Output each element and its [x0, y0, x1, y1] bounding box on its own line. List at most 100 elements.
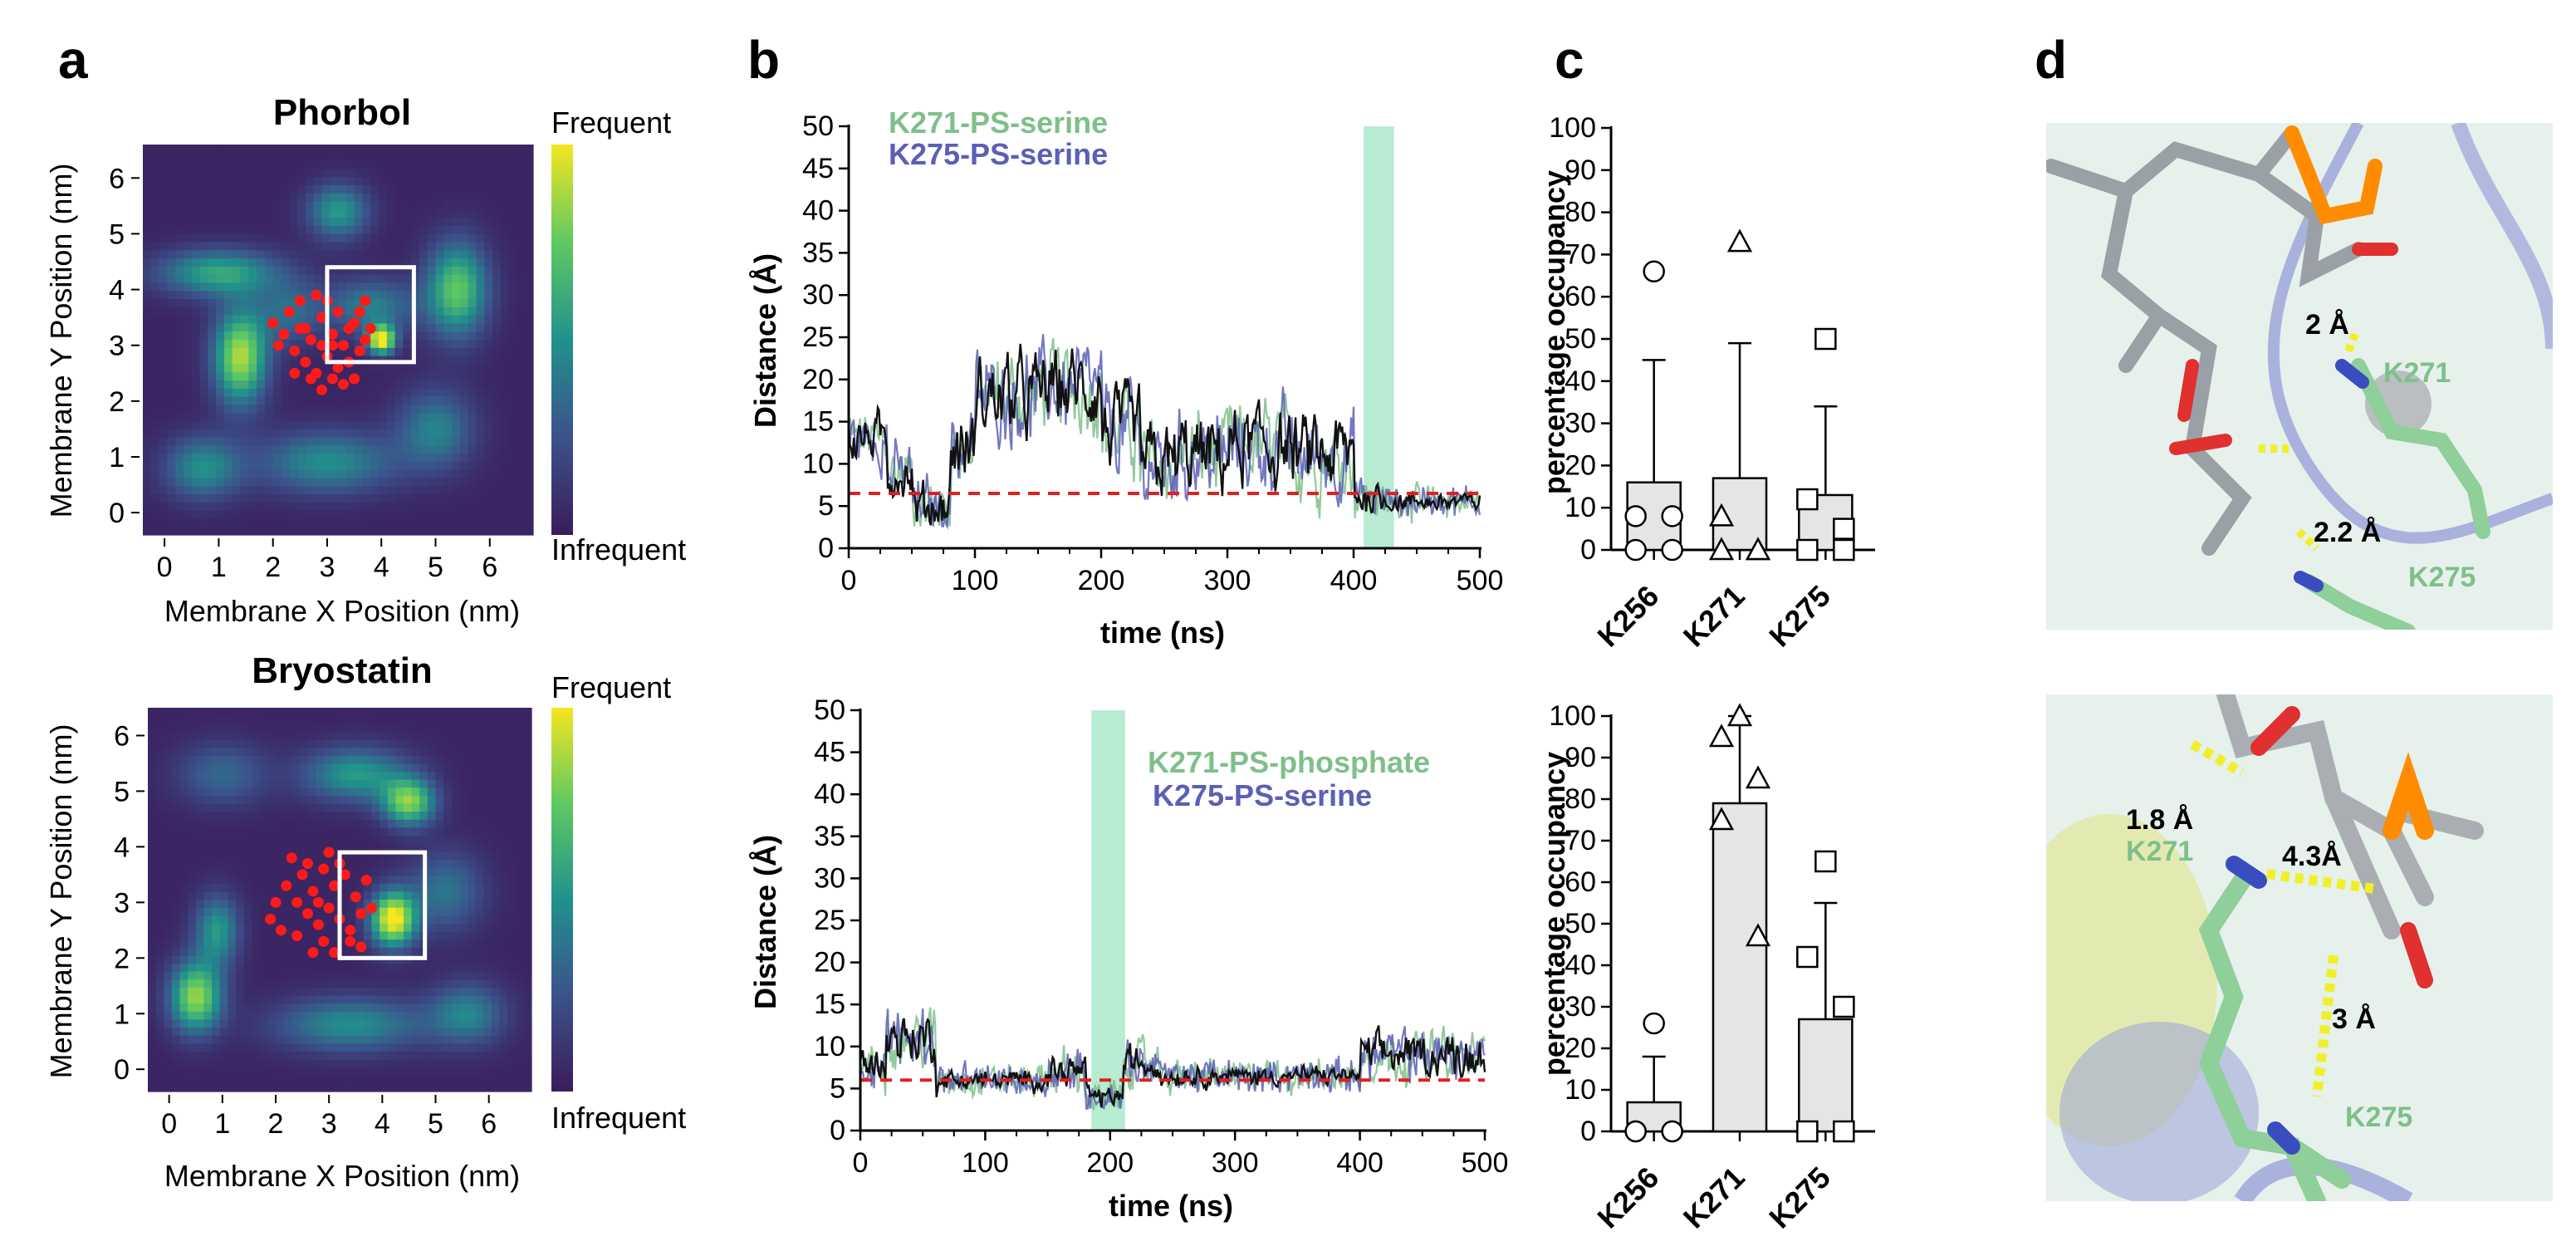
heatmap-cell — [248, 437, 257, 446]
heatmap-cell — [148, 755, 157, 764]
heatmap-cell — [507, 772, 517, 781]
heatmap-cell — [164, 939, 173, 949]
heatmap-cell — [267, 964, 277, 973]
heatmap-cell — [476, 356, 485, 365]
heatmap-cell — [411, 964, 420, 973]
heatmap-cell — [171, 891, 181, 900]
heatmap-cell — [459, 955, 468, 964]
heatmap-cell — [459, 380, 469, 390]
heatmap-cell — [483, 859, 492, 869]
heatmap-cell — [179, 739, 189, 748]
heatmap-cell — [380, 891, 389, 900]
heatmap-cell — [340, 931, 349, 940]
heatmap-cell — [338, 405, 347, 414]
heatmap-cell — [483, 995, 492, 1004]
heatmap-cell — [523, 931, 532, 940]
heatmap-cell — [143, 380, 152, 390]
heatmap-cell — [212, 851, 221, 861]
heatmap-cell — [252, 1028, 261, 1037]
heatmap-cell — [228, 876, 237, 885]
heatmap-cell — [435, 502, 444, 512]
heatmap-cell — [508, 160, 517, 169]
heatmap-cell — [232, 299, 242, 308]
heatmap-cell — [223, 160, 233, 169]
heatmap-cell — [443, 299, 453, 308]
heatmap-cell — [208, 274, 217, 284]
heatmap-cell — [148, 851, 157, 861]
heatmap-cell — [347, 883, 356, 892]
heatmap-cell — [419, 209, 429, 218]
y-tick-label: 50 — [1565, 323, 1596, 355]
heatmap-cell — [299, 715, 309, 724]
x-tick-label: 500 — [1457, 565, 1504, 596]
heatmap-cell — [291, 883, 301, 892]
heatmap-cell — [354, 388, 363, 398]
heatmap-cell — [386, 486, 396, 495]
heatmap-cell — [525, 169, 534, 178]
data-point — [1833, 995, 1855, 1018]
heatmap-cell — [150, 372, 160, 381]
heatmap-cell — [240, 380, 249, 390]
heatmap-cell — [143, 145, 152, 154]
heatmap-cell — [248, 185, 257, 194]
heatmap-cell — [240, 494, 249, 503]
heatmap-cell — [387, 772, 396, 781]
heatmap-cell — [243, 812, 252, 821]
heatmap-cell — [491, 715, 501, 724]
heatmap-cell — [483, 1035, 492, 1044]
heatmap-cell — [459, 420, 469, 430]
heatmap-cell — [232, 145, 242, 154]
heatmap-cell — [283, 1028, 292, 1037]
heatmap-cell — [468, 429, 477, 439]
heatmap-cell — [370, 413, 380, 422]
heatmap-cell — [507, 995, 517, 1004]
heatmap-cell — [291, 939, 301, 949]
heatmap-cell — [307, 939, 316, 949]
heatmap-cell — [307, 1067, 316, 1077]
heatmap-cell — [283, 1011, 292, 1020]
heatmap-cell — [370, 282, 380, 292]
heatmap-cell — [223, 413, 233, 422]
heatmap-cell — [259, 731, 268, 741]
heatmap-cell — [459, 274, 469, 284]
heatmap-cell — [289, 323, 298, 332]
heatmap-cell — [484, 274, 493, 284]
heatmap-cell — [195, 708, 204, 717]
heatmap-cell — [411, 478, 420, 487]
heatmap-cell — [411, 1075, 420, 1084]
heatmap-cell — [164, 851, 173, 861]
heatmap-cell — [340, 851, 349, 861]
heatmap-cell — [394, 193, 404, 203]
heatmap-cell — [299, 995, 309, 1004]
heatmap-cell — [331, 739, 340, 748]
heatmap-cell — [291, 1035, 301, 1044]
heatmap-cell — [363, 923, 373, 933]
heatmap-cell — [459, 494, 469, 503]
heatmap-cell — [232, 242, 242, 251]
heatmap-cell — [338, 445, 347, 454]
heatmap-cell — [483, 772, 492, 781]
heatmap-cell — [387, 883, 396, 892]
heatmap-cell — [451, 812, 460, 821]
heatmap-cell — [299, 1035, 309, 1044]
heatmap-cell — [354, 437, 363, 446]
heatmap-cell — [443, 907, 453, 916]
heatmap-cell — [483, 1003, 492, 1013]
heatmap-cell — [281, 469, 290, 479]
heatmap-cell — [184, 420, 193, 430]
heatmap-cell — [517, 364, 526, 373]
heatmap-cell — [451, 931, 460, 940]
heatmap-cell — [476, 420, 485, 430]
heatmap-cell — [155, 739, 164, 748]
heatmap-cell — [297, 233, 306, 243]
heatmap-cell — [484, 494, 493, 503]
heatmap-cell — [291, 763, 301, 773]
heatmap-cell — [459, 388, 469, 398]
heatmap-cell — [345, 331, 355, 341]
heatmap-cell — [175, 437, 184, 446]
heatmap-cell — [148, 995, 157, 1004]
heatmap-cell — [427, 995, 437, 1004]
heatmap-cell — [191, 510, 201, 519]
heatmap-cell — [468, 380, 477, 390]
heatmap-cell — [507, 779, 517, 788]
